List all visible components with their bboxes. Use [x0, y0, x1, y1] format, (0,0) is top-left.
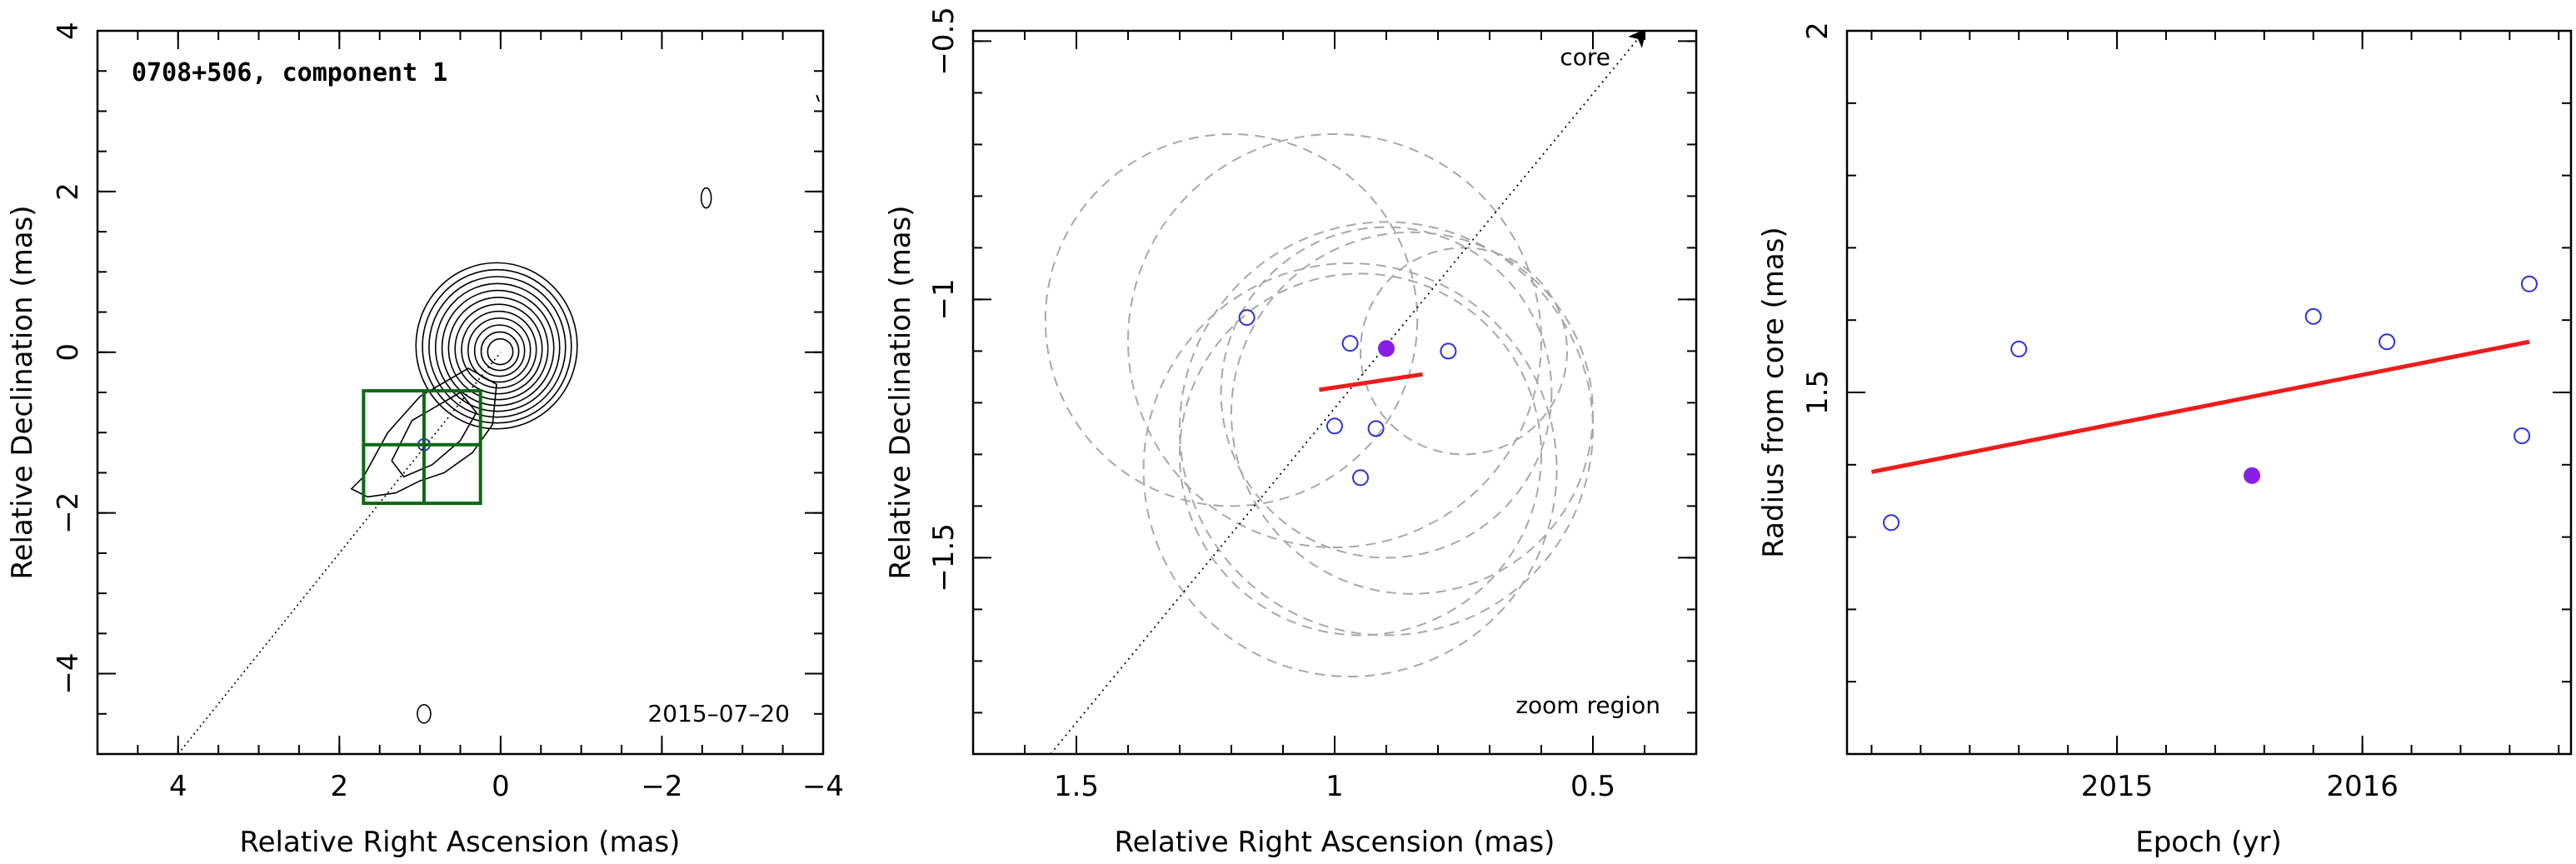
y-tick-label: 2: [52, 182, 85, 201]
error-circle: [1044, 133, 1419, 507]
radius-xlabel: Epoch (yr): [2135, 826, 2282, 859]
contour-level: [454, 303, 543, 395]
contour-tail-inner: [391, 391, 477, 478]
radius-panel: 2015 2016 1.5 2 Epoch (yr) Radius from core…: [1757, 22, 2573, 859]
map-plot-frame: [96, 29, 825, 756]
zoom-xlabel: Relative Right Ascension (mas): [1115, 826, 1555, 859]
contour-tail: [350, 367, 497, 498]
x-tick-label: 1: [1325, 770, 1344, 803]
open-point: [1326, 417, 1343, 435]
contour-level: [480, 331, 520, 372]
error-circle: [1142, 262, 1558, 677]
x-tick-label: −4: [802, 770, 844, 803]
y-tick-label: −1: [927, 278, 961, 320]
contour-level: [473, 324, 526, 377]
fit-segment-line: [1319, 372, 1423, 392]
open-point: [2304, 307, 2322, 325]
contour-group: [350, 94, 821, 724]
zoom-corner-label: zoom region: [1515, 692, 1660, 719]
isolated-contour: [700, 187, 712, 209]
trajectory-arrow: [1050, 31, 1647, 754]
x-tick-label: 1.5: [1054, 770, 1099, 803]
fit-trend-line: [1870, 339, 2530, 474]
fit-line: [1870, 339, 2530, 474]
open-point: [1883, 514, 1900, 532]
zoom-plot-frame: [971, 29, 1698, 756]
y-tick-label: 0: [52, 343, 85, 362]
radius-ticks: 2015 2016 1.5 2: [1801, 22, 2571, 803]
isolated-contour: [417, 703, 432, 724]
open-point: [1238, 309, 1256, 327]
zoom-arrow-label: core: [1560, 43, 1610, 71]
contour-level: [441, 289, 555, 407]
zoom-points: [1238, 309, 1457, 487]
x-tick-label: 0: [492, 770, 510, 803]
y-tick-label: −2: [52, 492, 85, 534]
contour-level: [487, 337, 514, 366]
zoom-ticks: 1.5 1 0.5 −1.5 −1 −0.5: [927, 7, 1697, 803]
x-tick-label: 2016: [2326, 770, 2399, 803]
zoom-box-rect: [362, 389, 482, 506]
filled-point: [1378, 340, 1395, 357]
contour-level: [447, 297, 549, 401]
error-circle: [1179, 272, 1542, 637]
map-title: 0708+506, component 1: [132, 58, 447, 87]
contour-level: [428, 276, 567, 418]
filled-point: [2244, 467, 2261, 484]
radius-ylabel: Radius from core (mas): [1757, 227, 1790, 557]
trajectory-line: [177, 352, 502, 754]
trajectory-dotted-line: [177, 352, 502, 754]
y-tick-label: −1.5: [927, 523, 961, 592]
map-ylabel: Relative Declination (mas): [6, 205, 39, 579]
error-circle: [1179, 221, 1594, 637]
error-circle: [1220, 226, 1553, 559]
zoom-panel: 1.5 1 0.5 −1.5 −1 −0.5 core zoom region Relat…: [884, 7, 1698, 859]
contour-level: [434, 282, 561, 412]
x-tick-label: 0.5: [1570, 770, 1615, 803]
map-panel: 4 2 0 −2 −4 −4 −2 0 2 4 0708+506, component 1 201…: [6, 22, 844, 859]
contour-level: [467, 317, 532, 383]
radius-points: [1883, 275, 2538, 532]
error-circles: [1044, 133, 1594, 677]
error-circle: [1360, 247, 1568, 456]
x-tick-label: 2: [331, 770, 349, 803]
radius-plot-frame: [1845, 29, 2573, 756]
map-date-label: 2015–07–20: [647, 700, 790, 727]
x-tick-label: 2015: [2081, 770, 2154, 803]
zoom-ylabel: Relative Declination (mas): [884, 205, 917, 579]
open-point: [2379, 333, 2396, 351]
y-tick-label: −4: [52, 652, 85, 694]
open-point: [1367, 420, 1385, 437]
open-point: [2514, 427, 2531, 445]
x-tick-label: −2: [641, 770, 682, 803]
open-point: [2010, 340, 2028, 357]
error-circle: [1231, 231, 1594, 595]
x-tick-label: 4: [169, 770, 187, 803]
y-tick-label: −0.5: [927, 7, 961, 76]
open-point: [2520, 275, 2538, 292]
open-point: [1440, 342, 1457, 360]
contour-level: [415, 262, 578, 430]
zoom-box: [362, 389, 482, 506]
isolated-contour: [816, 94, 821, 102]
map-xlabel: Relative Right Ascension (mas): [240, 826, 681, 859]
error-circle: [1127, 133, 1542, 548]
y-tick-label: 2: [1801, 22, 1835, 40]
map-ticks: 4 2 0 −2 −4 −4 −2 0 2 4: [52, 22, 844, 803]
contour-level: [461, 310, 537, 389]
trajectory-line: [1050, 31, 1647, 754]
y-tick-label: 1.5: [1801, 370, 1835, 415]
fit-segment: [1319, 372, 1423, 392]
contour-level: [422, 268, 572, 424]
open-point: [1352, 469, 1369, 487]
open-point: [1341, 335, 1359, 352]
y-tick-label: 4: [52, 22, 85, 40]
